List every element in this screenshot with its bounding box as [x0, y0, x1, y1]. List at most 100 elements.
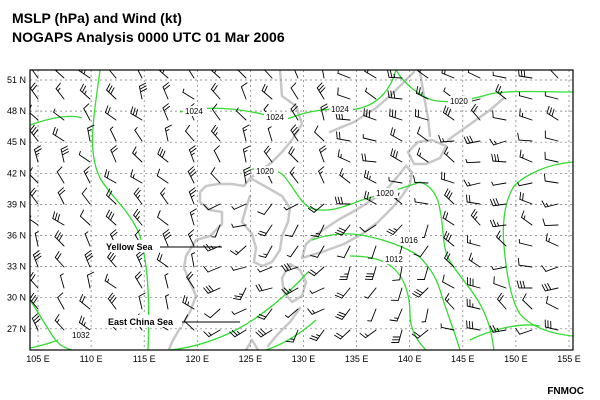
wind-barb [60, 145, 70, 163]
japan-hokkaido [406, 138, 448, 166]
taiwan [244, 338, 260, 350]
wind-barb [240, 82, 248, 100]
wind-barb [466, 235, 481, 247]
wind-barb [182, 88, 195, 100]
wind-barb [416, 266, 429, 280]
wind-barb [229, 329, 247, 338]
wind-barb [104, 105, 117, 121]
china-coast [167, 70, 304, 350]
wind-barb [337, 70, 351, 79]
wind-barb [255, 283, 273, 292]
wind-barb [363, 108, 377, 121]
wind-barb [182, 295, 195, 310]
wind-barb [204, 308, 221, 319]
wind-barb [32, 250, 42, 268]
wind-barb [130, 169, 143, 184]
wind-barb [165, 294, 170, 310]
wind-barb [311, 224, 325, 238]
longitude-label: 135 E [345, 354, 369, 364]
wind-barb [134, 271, 143, 289]
wind-barb [255, 328, 273, 338]
wind-barb [442, 274, 455, 289]
wind-barb [137, 70, 143, 79]
wind-barb [310, 245, 325, 258]
wind-barb [361, 153, 377, 163]
wind-barb [79, 83, 91, 100]
wind-barb [290, 82, 299, 100]
wind-barb [164, 124, 172, 142]
latitude-labels: 51 N 48 N 45 N 42 N 39 N 36 N 33 N 30 N 27 N [7, 75, 26, 334]
wind-barb [387, 90, 403, 100]
wind-barb [468, 252, 481, 268]
kuril-islands [446, 96, 506, 142]
wind-barb [30, 82, 39, 100]
wind-barb [309, 287, 325, 294]
wind-barb [441, 171, 455, 184]
wind-barb [541, 283, 559, 292]
wind-barb [545, 233, 559, 247]
wind-barb [521, 210, 533, 226]
wind-barb [30, 187, 39, 205]
wind-barb [242, 145, 251, 163]
wind-barb [213, 145, 221, 163]
wind-barb [263, 145, 273, 163]
wind-barb [133, 208, 143, 226]
japan-kyushu [280, 262, 308, 304]
wind-barb [390, 148, 403, 163]
wind-barb [491, 153, 507, 163]
wind-barb [387, 70, 403, 79]
wind-barb [515, 327, 533, 335]
wind-barb [442, 105, 455, 121]
wind-barb [517, 182, 533, 187]
wind-barb [106, 188, 117, 205]
wind-barb [413, 245, 429, 258]
longitude-label: 125 E [239, 354, 263, 364]
wind-barb [386, 224, 403, 235]
wind-barb [444, 293, 455, 310]
wind-barb [211, 124, 221, 142]
wind-barb [489, 198, 507, 207]
wind-barb [463, 179, 481, 187]
wind-barb [257, 203, 273, 215]
wind-barb [233, 287, 247, 301]
wind-barb [421, 308, 429, 323]
wind-barb [156, 252, 169, 268]
wind-barb [133, 187, 143, 205]
wind-barb [546, 105, 559, 121]
wind-barb [110, 145, 118, 163]
wind-barb [59, 273, 65, 289]
latitude-label: 45 N [7, 137, 26, 147]
wind-barb [339, 266, 351, 281]
wind-barb [339, 168, 351, 184]
latitude-label: 30 N [7, 293, 26, 303]
wind-barb [544, 130, 559, 142]
wind-barb [463, 135, 481, 144]
wind-barb [164, 273, 169, 289]
wind-barb [364, 266, 377, 280]
wind-barb [31, 313, 41, 331]
wind-barb [334, 287, 351, 299]
latitude-label: 27 N [7, 324, 26, 334]
wind-barb [79, 294, 91, 310]
wind-barb [281, 287, 299, 295]
wind-barb [414, 198, 429, 205]
wind-barb [188, 70, 195, 79]
sakhalin [418, 70, 432, 138]
latitude-label: 33 N [7, 262, 26, 272]
wind-barb [364, 287, 377, 299]
wind-barb [52, 126, 65, 142]
wind-barb [544, 151, 559, 163]
wind-barb [390, 287, 403, 301]
wind-barb [261, 83, 273, 100]
wind-barb [188, 187, 197, 205]
wind-barb [231, 223, 247, 228]
wind-barb [106, 83, 117, 100]
wind-barb [519, 191, 533, 205]
wind-barb [211, 224, 221, 238]
wind-barb [34, 231, 39, 247]
isobar-1024-east [469, 324, 541, 341]
wind-barb [242, 124, 250, 142]
wind-barb [84, 231, 91, 247]
longitude-label: 140 E [398, 354, 422, 364]
wind-barb [416, 70, 429, 79]
